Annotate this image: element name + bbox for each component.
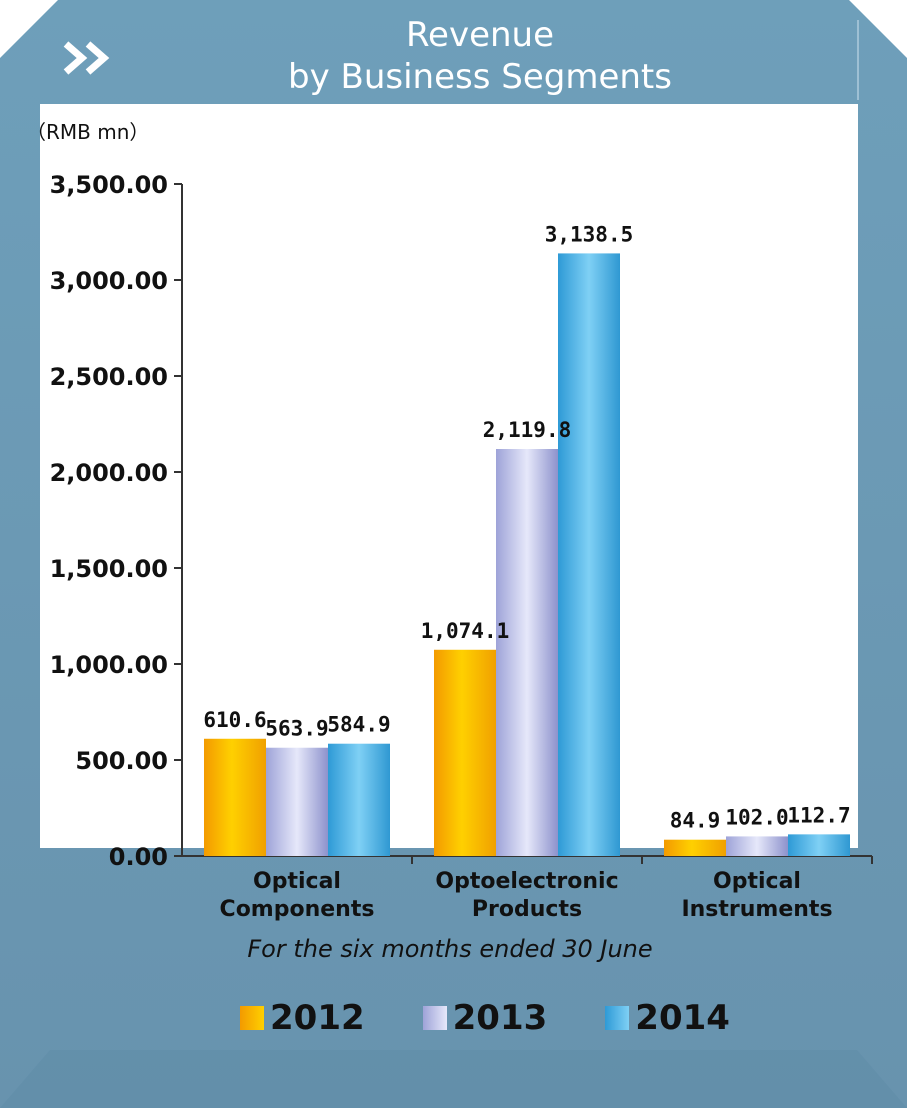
data-label: 610.6 (203, 708, 266, 732)
bars (204, 253, 850, 856)
y-axis: 0.00 500.00 1,000.00 1,500.00 2,000.00 2,500.… (50, 171, 183, 871)
bar-2014 (558, 253, 620, 856)
legend-label-2013: 2013 (452, 998, 548, 1038)
bar-2012 (204, 738, 266, 856)
legend-label-2012: 2012 (270, 998, 365, 1038)
x-tick-label: Instruments (681, 897, 832, 922)
legend: 2012 2013 2014 (240, 996, 788, 1040)
x-axis: Optical Components Optoelectronic Products O… (182, 855, 873, 922)
x-tick-label: Optoelectronic (435, 869, 618, 894)
y-tick-label: 0.00 (109, 843, 168, 871)
bar-2012 (664, 839, 726, 856)
data-labels: 610.6 1,074.1 84.9 563.9 2,119.8 102.0 584.9 3,… (203, 222, 850, 832)
bar-2013 (726, 836, 788, 856)
unit-label: （RMB mn） (26, 120, 150, 144)
data-label: 563.9 (265, 717, 328, 741)
y-tick-label: 1,500.00 (50, 555, 168, 583)
x-tick-label: Optical (253, 869, 341, 894)
legend-item-2012: 2012 (240, 998, 365, 1038)
double-chevron-right-icon (63, 41, 110, 75)
bar-2014 (788, 834, 850, 856)
x-tick-label: Optical (713, 869, 801, 894)
title-line-1: Revenue (405, 15, 555, 55)
legend-swatch-2013 (422, 1006, 447, 1030)
y-tick-label: 2,000.00 (50, 459, 168, 487)
bar-2013 (496, 448, 558, 856)
data-label: 102.0 (725, 805, 788, 829)
data-label: 3,138.5 (545, 222, 634, 246)
x-tick-label: Products (472, 897, 582, 922)
y-tick-label: 500.00 (75, 747, 168, 775)
data-label: 2,119.8 (483, 418, 572, 442)
page-title: Revenue by Business Segments (200, 14, 760, 98)
legend-label-2014: 2014 (635, 998, 730, 1038)
data-label: 112.7 (787, 803, 850, 827)
data-label: 584.9 (327, 713, 390, 737)
x-tick-label: Components (220, 897, 375, 922)
data-label: 1,074.1 (421, 619, 510, 643)
y-tick-label: 2,500.00 (50, 363, 168, 391)
chart-subtitle: For the six months ended 30 June (247, 935, 653, 963)
y-tick-label: 3,500.00 (50, 171, 168, 199)
data-label: 84.9 (670, 809, 721, 833)
legend-item-2014: 2014 (605, 998, 730, 1038)
bar-2013 (266, 747, 328, 856)
bar-2014 (328, 743, 390, 856)
legend-swatch-2014 (605, 1006, 630, 1030)
bar-2012 (434, 649, 496, 856)
y-tick-label: 1,000.00 (50, 651, 168, 679)
legend-item-2013: 2013 (422, 998, 548, 1038)
legend-swatch-2012 (240, 1006, 264, 1030)
y-tick-label: 3,000.00 (50, 267, 168, 295)
title-line-2: by Business Segments (288, 57, 672, 97)
